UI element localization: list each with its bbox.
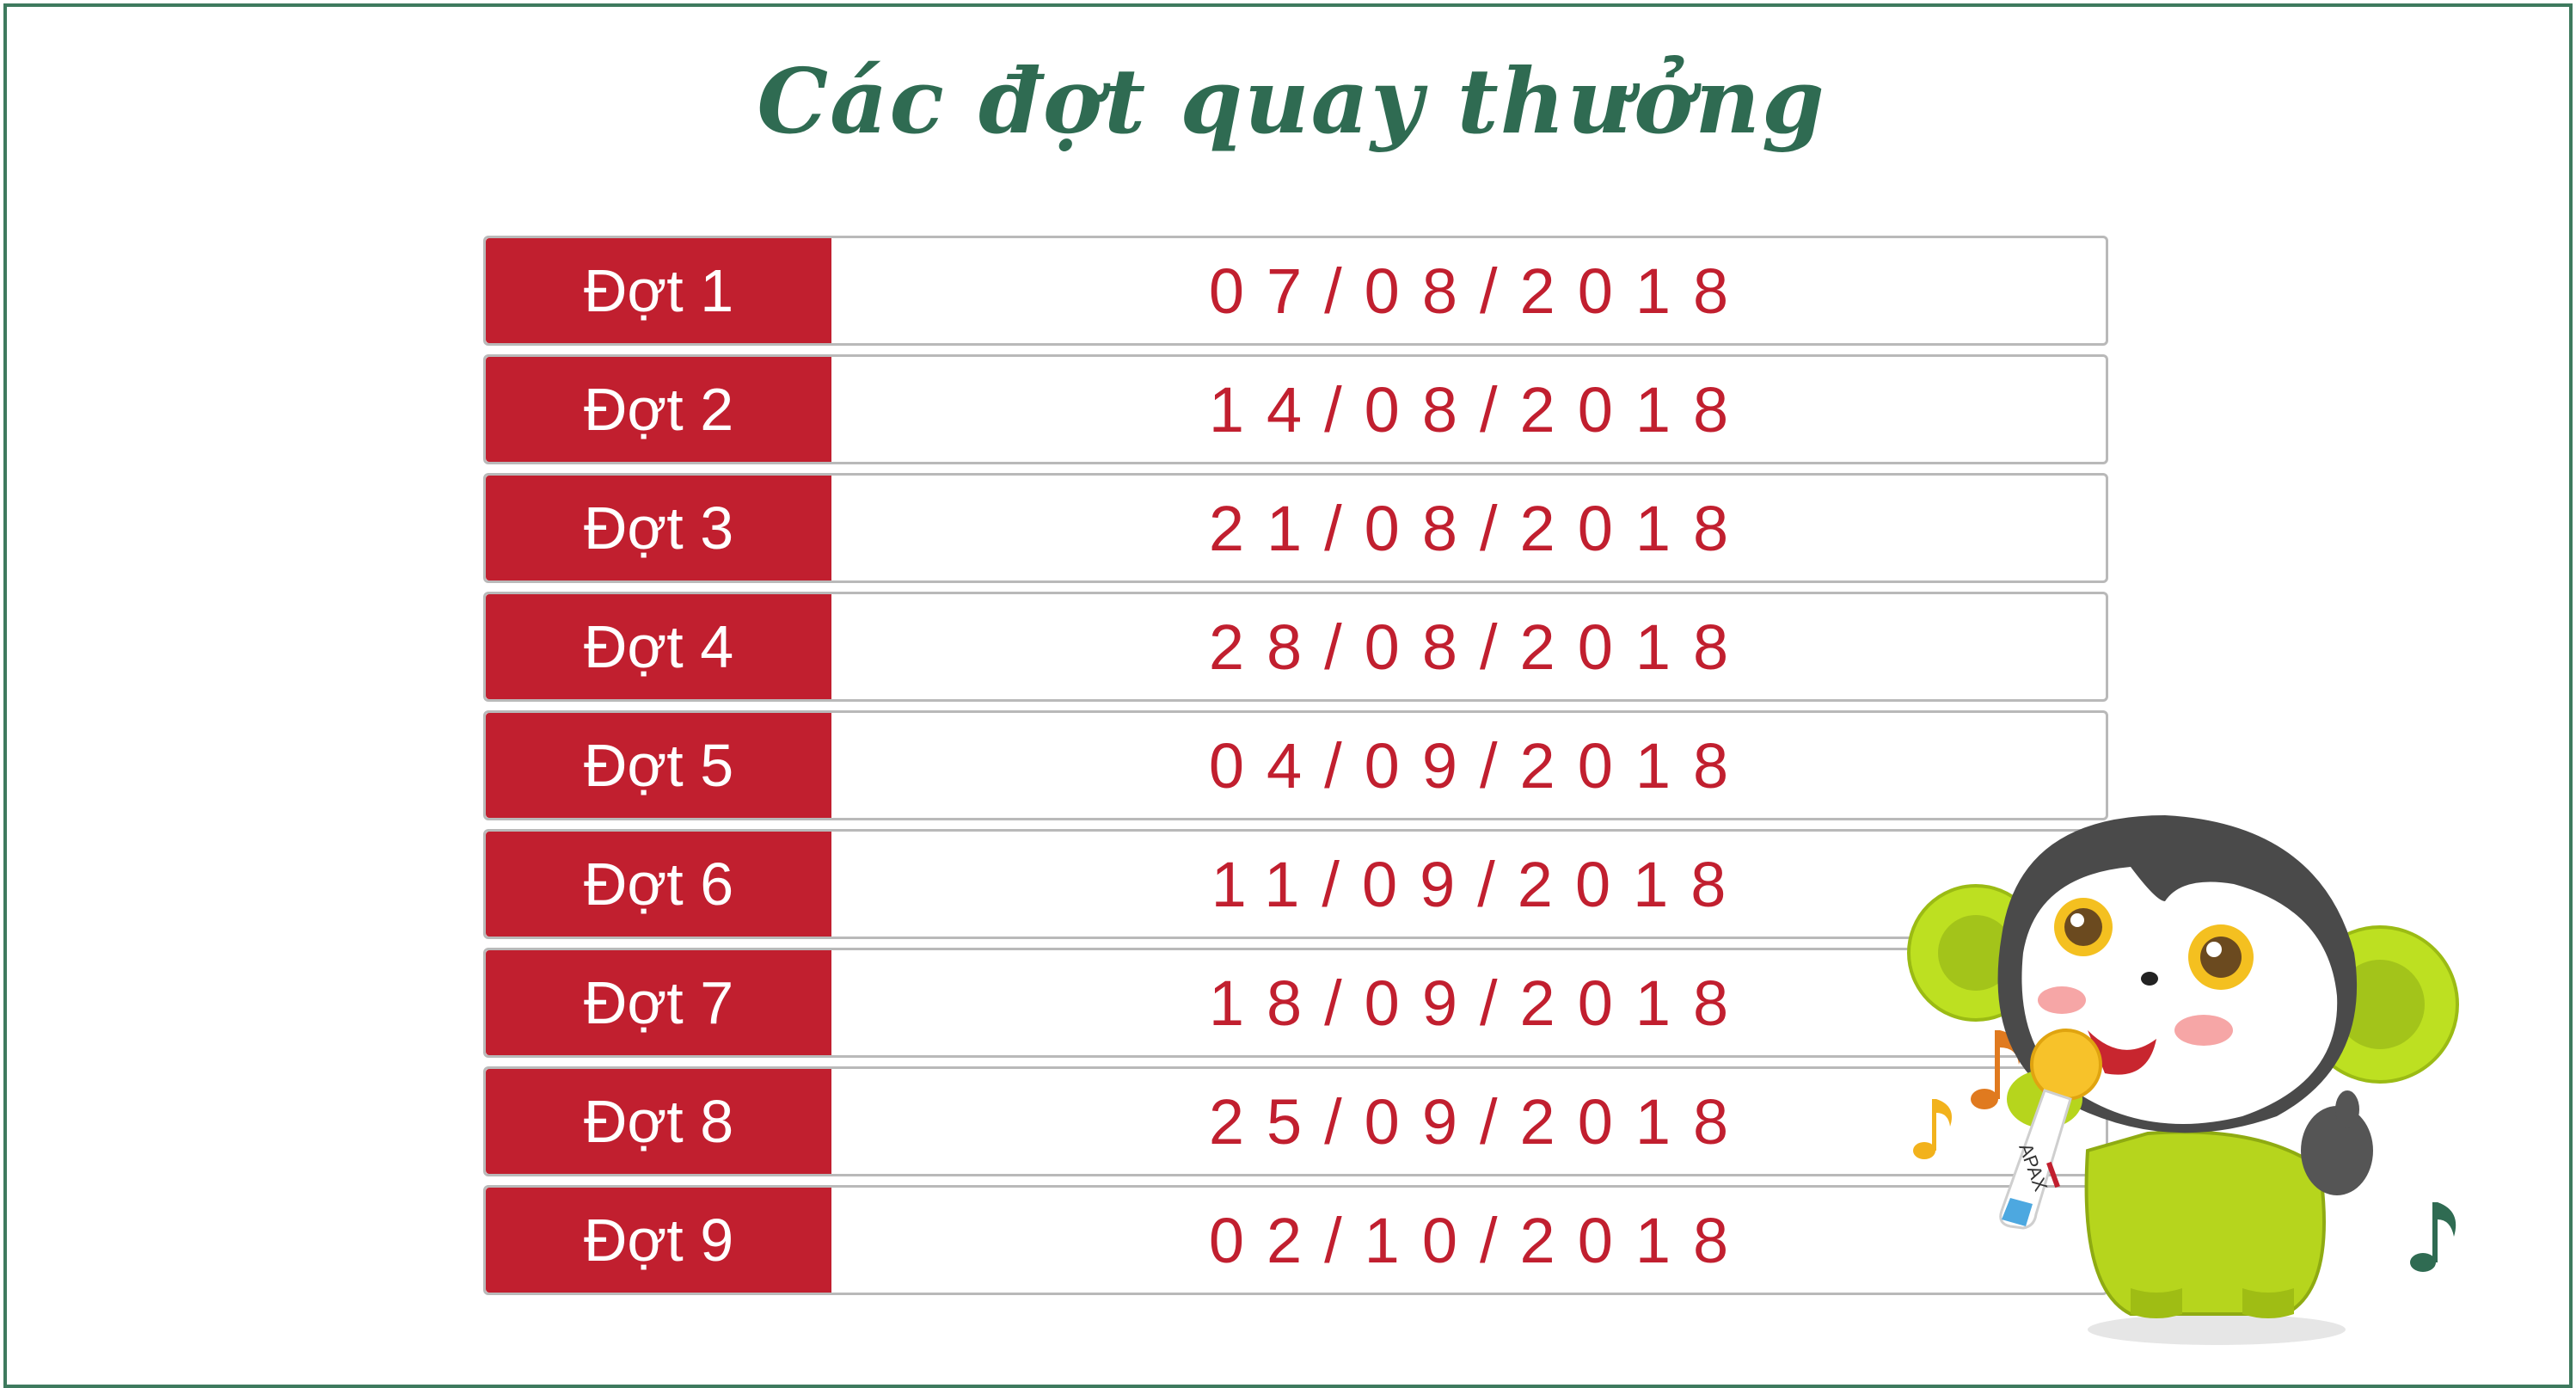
round-label: Đợt 4 (486, 594, 831, 699)
round-label: Đợt 6 (486, 832, 831, 937)
round-label: Đợt 8 (486, 1069, 831, 1174)
mascot-shadow (2088, 1314, 2346, 1345)
round-date: 07/08/2018 (1208, 255, 1751, 327)
round-row: Đợt 2 14/08/2018 (483, 354, 2108, 464)
mascot-illustration: APAX (1907, 815, 2459, 1345)
page-frame: Các đợt quay thưởng Đợt 1 07/08/2018 Đợt… (3, 3, 2573, 1388)
round-row: Đợt 6 11/09/2018 (483, 829, 2108, 939)
round-label: Đợt 1 (486, 238, 831, 343)
round-date: 11/09/2018 (1211, 848, 1749, 920)
round-row: Đợt 9 02/10/2018 (483, 1185, 2108, 1295)
round-label: Đợt 3 (486, 476, 831, 580)
music-note-icon (2410, 1202, 2456, 1272)
round-row: Đợt 4 28/08/2018 (483, 592, 2108, 702)
page-title: Các đợt quay thưởng (757, 48, 1826, 154)
round-date: 28/08/2018 (1208, 611, 1751, 683)
round-row: Đợt 5 04/09/2018 (483, 710, 2108, 820)
round-row: Đợt 1 07/08/2018 (483, 236, 2108, 346)
mascot-body (2084, 1130, 2326, 1316)
round-date: 21/08/2018 (1208, 492, 1751, 564)
round-label: Đợt 7 (486, 950, 831, 1055)
microphone-icon: APAX (1999, 1029, 2102, 1230)
round-label: Đợt 2 (486, 357, 831, 462)
round-row: Đợt 7 18/09/2018 (483, 948, 2108, 1058)
mascot-arm (2301, 1106, 2373, 1195)
round-date: 18/09/2018 (1208, 967, 1751, 1039)
round-date: 02/10/2018 (1208, 1204, 1751, 1276)
rounds-table: Đợt 1 07/08/2018 Đợt 2 14/08/2018 Đợt 3 … (483, 236, 2108, 1304)
round-row: Đợt 3 21/08/2018 (483, 473, 2108, 583)
round-date: 14/08/2018 (1208, 373, 1751, 445)
music-note-icon (1913, 1099, 1952, 1159)
round-date: 25/09/2018 (1208, 1085, 1751, 1158)
round-label: Đợt 9 (486, 1188, 831, 1293)
round-label: Đợt 5 (486, 713, 831, 818)
round-date: 04/09/2018 (1208, 729, 1751, 801)
round-row: Đợt 8 25/09/2018 (483, 1066, 2108, 1176)
